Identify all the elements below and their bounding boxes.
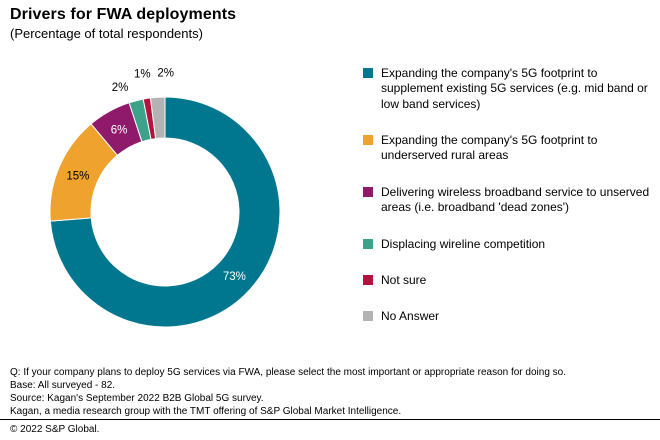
legend-label: Expanding the company's 5G footprint to …	[381, 66, 648, 111]
slice-percentage-label: 2%	[157, 67, 174, 79]
slice-percentage-label: 2%	[112, 82, 129, 94]
legend-item: Displacing wireline competition	[363, 237, 653, 252]
legend-item: No Answer	[363, 309, 653, 324]
footnote-question: Q: If your company plans to deploy 5G se…	[10, 367, 567, 378]
legend-item: Delivering wireless broadband service to…	[363, 185, 653, 216]
slice-percentage-label: 6%	[111, 124, 128, 136]
legend-label: Delivering wireless broadband service to…	[381, 184, 650, 215]
footnote-attribution: Kagan, a media research group with the T…	[10, 406, 402, 417]
legend-swatch	[363, 135, 373, 146]
legend-swatch	[363, 68, 373, 78]
legend-swatch	[363, 274, 373, 285]
copyright: © 2022 S&P Global.	[10, 424, 100, 435]
legend-swatch	[363, 311, 373, 322]
legend-label: No Answer	[381, 309, 440, 324]
footnote-source: Source: Kagan's September 2022 B2B Globa…	[10, 393, 264, 404]
footnote-base: Base: All surveyed - 82.	[10, 380, 116, 391]
legend-label: Expanding the company's 5G footprint to …	[381, 133, 598, 163]
donut-chart: 73% 15% 6% 2% 1% 2%	[49, 67, 281, 328]
chart-legend: Expanding the company's 5G footprint to …	[363, 66, 653, 325]
legend-item: Expanding the company's 5G footprint to …	[363, 66, 653, 112]
legend-label: Not sure	[381, 272, 427, 287]
donut-slice	[149, 96, 166, 140]
page-title: Drivers for FWA deployments	[10, 6, 237, 23]
legend-swatch	[363, 238, 373, 249]
legend-item: Not sure	[363, 273, 653, 288]
legend-item: Expanding the company's 5G footprint to …	[363, 133, 653, 164]
slice-percentage-label: 1%	[134, 69, 151, 81]
footer-divider	[0, 419, 660, 420]
page-subtitle: (Percentage of total respondents)	[10, 26, 203, 41]
legend-label: Displacing wireline competition	[381, 236, 546, 251]
donut-slice	[49, 96, 281, 328]
slice-percentage-label: 15%	[66, 170, 89, 182]
slice-percentage-label: 73%	[223, 271, 246, 283]
footnotes: Q: If your company plans to deploy 5G se…	[10, 366, 566, 418]
legend-swatch	[363, 186, 373, 197]
